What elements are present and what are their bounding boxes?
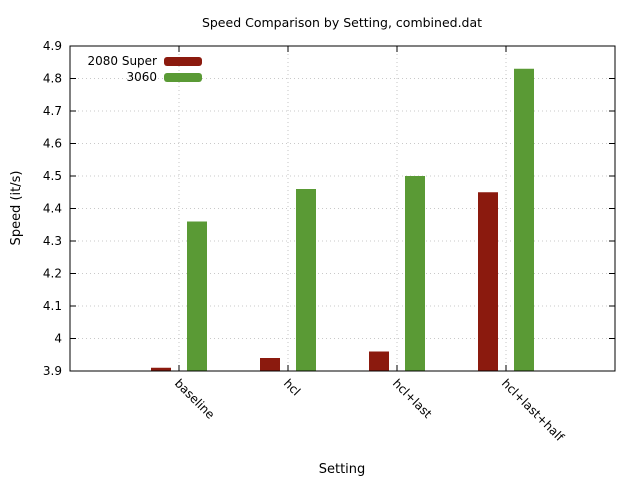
- x-tick-label: baseline: [172, 376, 217, 421]
- y-axis-label: Speed (it/s): [9, 171, 24, 246]
- bar-3060-hcl-last-half: [514, 68, 534, 371]
- legend-swatch: [164, 73, 202, 82]
- bar-3060-hcl: [296, 189, 316, 371]
- legend: 2080 Super 3060: [87, 54, 202, 84]
- y-tick-label: 4.7: [43, 104, 62, 118]
- x-tick-label: hcl+last+half: [499, 376, 567, 444]
- y-tick-label: 4.2: [43, 267, 62, 281]
- y-tick-label: 4.1: [43, 299, 62, 313]
- bar-3060-baseline: [187, 221, 207, 371]
- y-tick-label: 4: [54, 332, 62, 346]
- y-tick-label: 4.5: [43, 169, 62, 183]
- bar-2080-super-hcl-last: [369, 351, 389, 371]
- y-tick-label: 4.6: [43, 137, 62, 151]
- legend-label: 3060: [126, 70, 157, 84]
- y-tick-label: 4.9: [43, 39, 62, 53]
- y-tick-label: 3.9: [43, 364, 62, 378]
- bars: [151, 68, 534, 371]
- bar-3060-hcl-last: [405, 176, 425, 371]
- legend-swatch: [164, 57, 202, 66]
- x-tick-label: hcl: [281, 376, 303, 398]
- bar-2080-super-hcl: [260, 358, 280, 371]
- bar-2080-super-hcl-last-half: [478, 192, 498, 371]
- x-axis-label: Setting: [319, 462, 366, 477]
- y-tick-label: 4.4: [43, 202, 62, 216]
- bar-2080-super-baseline: [151, 367, 171, 371]
- y-tick-label: 4.8: [43, 72, 62, 86]
- x-tick-label: hcl+last: [390, 376, 435, 421]
- y-tick-label: 4.3: [43, 234, 62, 248]
- chart-title: Speed Comparison by Setting, combined.da…: [202, 15, 482, 30]
- grid-lines: [70, 46, 615, 371]
- legend-label: 2080 Super: [87, 54, 157, 68]
